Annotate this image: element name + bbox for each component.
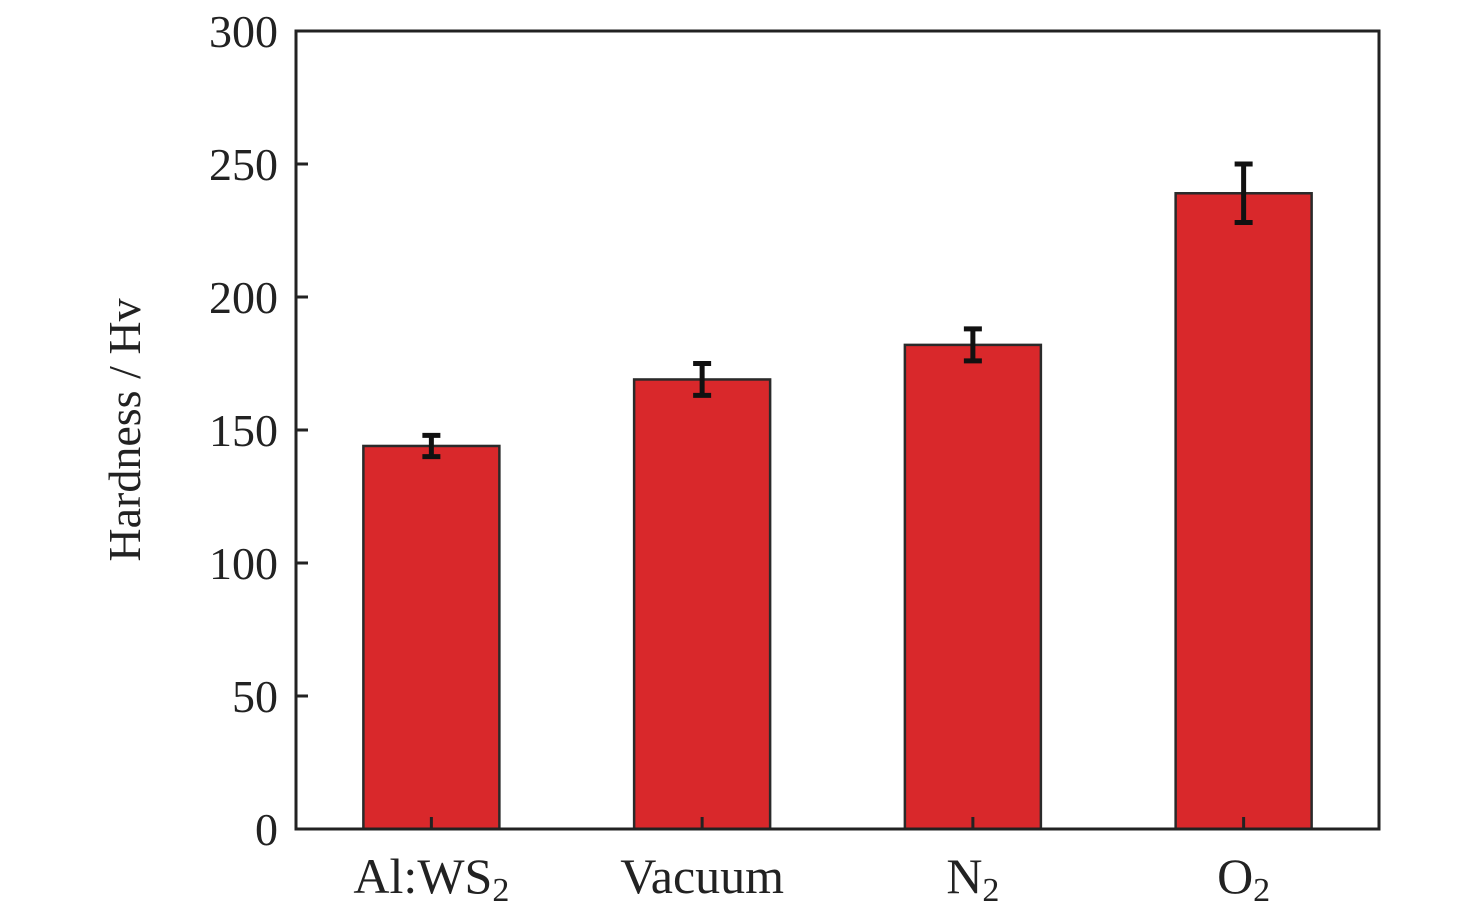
category-subscript: 2 bbox=[492, 872, 509, 909]
bar bbox=[362, 444, 501, 831]
x-ticks-layer bbox=[429, 817, 1246, 829]
error-bar bbox=[693, 361, 712, 398]
category-subscript: 2 bbox=[1253, 872, 1270, 909]
bar bbox=[1174, 192, 1313, 831]
category-text: Al:WS bbox=[353, 848, 492, 904]
y-tick-label: 0 bbox=[255, 804, 278, 855]
y-tick-label: 150 bbox=[209, 405, 278, 456]
x-category-label: N2 bbox=[946, 848, 999, 909]
error-bar bbox=[422, 432, 441, 460]
y-tick-label: 100 bbox=[209, 538, 278, 589]
category-text: Vacuum bbox=[620, 848, 784, 904]
category-text: N bbox=[946, 848, 982, 904]
error-bars-layer bbox=[422, 161, 1253, 460]
y-tick-label: 200 bbox=[209, 272, 278, 323]
error-bar bbox=[963, 326, 982, 364]
bar bbox=[903, 343, 1043, 831]
x-category-label: Vacuum bbox=[620, 848, 784, 904]
bars-layer bbox=[362, 192, 1313, 831]
category-text: O bbox=[1217, 848, 1253, 904]
category-subscript: 2 bbox=[982, 872, 999, 909]
y-tick-label: 250 bbox=[209, 139, 278, 190]
x-category-label: Al:WS2 bbox=[353, 848, 509, 909]
y-ticks-layer: 0 50 100 150 200 250 300 bbox=[209, 6, 308, 855]
bar bbox=[632, 378, 772, 831]
y-tick-label: 300 bbox=[209, 6, 278, 57]
x-category-label: O2 bbox=[1217, 848, 1270, 909]
y-axis-title: Hardness / Hv bbox=[99, 298, 150, 561]
y-tick-label: 50 bbox=[232, 671, 278, 722]
category-labels-layer: Al:WS2 Vacuum N2 O2 bbox=[353, 848, 1270, 909]
error-bar bbox=[1234, 161, 1253, 226]
